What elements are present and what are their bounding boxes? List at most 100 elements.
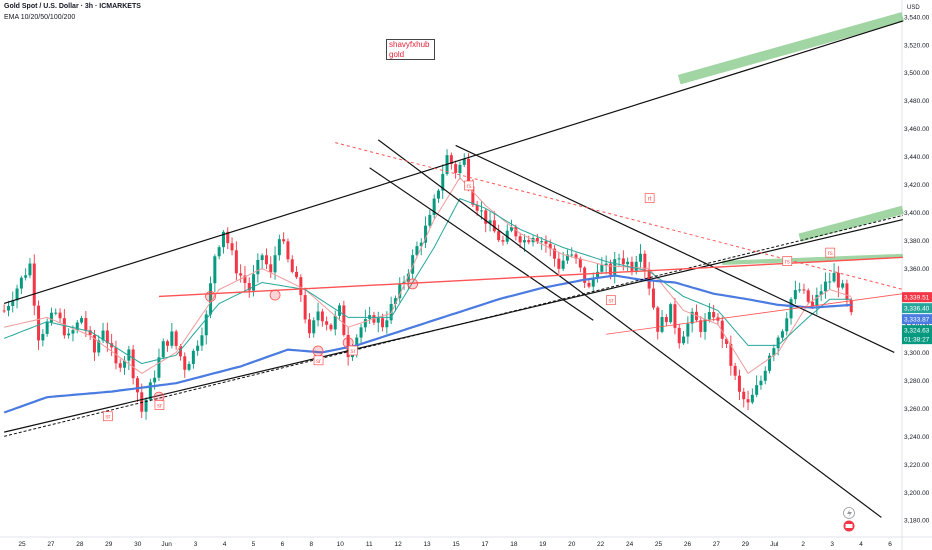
candle[interactable] bbox=[226, 231, 230, 244]
candle[interactable] bbox=[699, 320, 703, 332]
candle[interactable] bbox=[411, 255, 415, 274]
candle[interactable] bbox=[750, 394, 754, 403]
candle[interactable] bbox=[62, 318, 66, 336]
candle[interactable] bbox=[131, 349, 135, 379]
candle[interactable] bbox=[832, 272, 836, 282]
candle[interactable] bbox=[634, 261, 638, 271]
candle[interactable] bbox=[660, 316, 664, 332]
candle[interactable] bbox=[712, 312, 716, 318]
candle[interactable] bbox=[557, 258, 561, 269]
candle[interactable] bbox=[406, 273, 410, 282]
candle[interactable] bbox=[260, 255, 264, 261]
candle[interactable] bbox=[574, 254, 578, 259]
candle[interactable] bbox=[58, 312, 62, 319]
marker-box[interactable] bbox=[782, 256, 793, 266]
candle[interactable] bbox=[204, 314, 208, 336]
supply-zone[interactable] bbox=[677, 12, 905, 85]
candle[interactable] bbox=[656, 307, 660, 332]
candle[interactable] bbox=[28, 263, 32, 276]
candle[interactable] bbox=[342, 305, 346, 335]
candle[interactable] bbox=[639, 253, 643, 262]
candle[interactable] bbox=[114, 347, 118, 364]
candle[interactable] bbox=[553, 248, 557, 259]
candle[interactable] bbox=[484, 210, 488, 224]
trendline[interactable] bbox=[377, 139, 882, 518]
candle[interactable] bbox=[596, 271, 600, 278]
trendline[interactable] bbox=[335, 142, 903, 290]
candle[interactable] bbox=[415, 246, 419, 256]
candle[interactable] bbox=[664, 316, 668, 323]
candle[interactable] bbox=[793, 290, 797, 300]
candle[interactable] bbox=[88, 330, 92, 336]
candle[interactable] bbox=[157, 357, 161, 378]
marker-box[interactable] bbox=[102, 411, 113, 422]
marker-box[interactable] bbox=[825, 247, 836, 258]
candle[interactable] bbox=[15, 288, 19, 301]
candle[interactable] bbox=[11, 300, 15, 306]
candle[interactable] bbox=[217, 247, 221, 257]
trendline[interactable] bbox=[4, 214, 903, 437]
candle[interactable] bbox=[376, 318, 380, 323]
marker-box[interactable] bbox=[154, 400, 165, 410]
candle[interactable] bbox=[84, 318, 88, 331]
candle[interactable] bbox=[393, 298, 397, 305]
candle[interactable] bbox=[316, 311, 320, 321]
candle[interactable] bbox=[196, 345, 200, 351]
candle[interactable] bbox=[561, 260, 565, 269]
touch-circle[interactable] bbox=[205, 291, 216, 302]
candle[interactable] bbox=[746, 399, 750, 403]
touch-circle[interactable] bbox=[407, 278, 419, 290]
candle[interactable] bbox=[135, 378, 139, 393]
marker-box[interactable] bbox=[348, 345, 358, 356]
candle[interactable] bbox=[424, 225, 428, 243]
candle[interactable] bbox=[682, 336, 686, 344]
candle[interactable] bbox=[252, 274, 256, 291]
candle[interactable] bbox=[776, 337, 780, 349]
candle[interactable] bbox=[239, 273, 243, 276]
candle[interactable] bbox=[19, 277, 23, 289]
candle[interactable] bbox=[707, 312, 711, 320]
candle[interactable] bbox=[849, 299, 853, 313]
candle[interactable] bbox=[467, 158, 471, 186]
candle[interactable] bbox=[359, 327, 363, 338]
candle[interactable] bbox=[677, 327, 681, 344]
candle[interactable] bbox=[127, 349, 131, 361]
candle[interactable] bbox=[37, 305, 41, 341]
candle[interactable] bbox=[329, 324, 333, 330]
indicator-legend[interactable]: EMA 10/20/50/100/200 bbox=[4, 14, 76, 21]
candle[interactable] bbox=[815, 294, 819, 306]
candle[interactable] bbox=[183, 356, 187, 370]
candle[interactable] bbox=[811, 301, 815, 306]
candle[interactable] bbox=[101, 330, 105, 341]
candle[interactable] bbox=[71, 330, 75, 334]
candle[interactable] bbox=[703, 319, 707, 332]
candle[interactable] bbox=[845, 283, 849, 300]
candle[interactable] bbox=[475, 204, 479, 211]
candle[interactable] bbox=[514, 227, 518, 237]
candle[interactable] bbox=[522, 240, 526, 243]
candle[interactable] bbox=[234, 250, 238, 274]
candle[interactable] bbox=[729, 343, 733, 366]
candle[interactable] bbox=[243, 275, 247, 284]
candle[interactable] bbox=[286, 241, 290, 260]
trendline[interactable] bbox=[158, 256, 903, 298]
candle[interactable] bbox=[75, 322, 79, 331]
candle[interactable] bbox=[763, 370, 767, 381]
candle[interactable] bbox=[548, 243, 552, 249]
candle[interactable] bbox=[518, 236, 522, 243]
candle[interactable] bbox=[725, 338, 729, 344]
candle[interactable] bbox=[488, 220, 492, 224]
candle[interactable] bbox=[385, 320, 389, 328]
candle[interactable] bbox=[591, 277, 595, 287]
candle[interactable] bbox=[307, 319, 311, 334]
candle[interactable] bbox=[123, 360, 127, 368]
candle[interactable] bbox=[768, 355, 772, 371]
candle[interactable] bbox=[578, 258, 582, 268]
candle[interactable] bbox=[118, 363, 122, 368]
candle[interactable] bbox=[49, 312, 53, 323]
candle[interactable] bbox=[200, 335, 204, 346]
touch-circle[interactable] bbox=[312, 345, 324, 357]
candle[interactable] bbox=[299, 277, 303, 296]
price-tag[interactable] bbox=[902, 325, 932, 345]
candle[interactable] bbox=[213, 256, 217, 284]
